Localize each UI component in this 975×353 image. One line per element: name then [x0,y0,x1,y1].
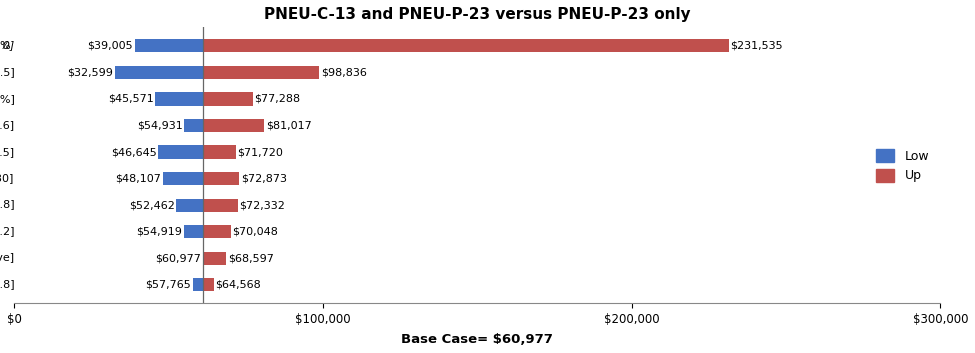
Bar [203,119,264,132]
Text: IPD incidence [x2 to x0.5]: IPD incidence [x2 to x0.5] [0,147,15,157]
Text: % ​Streptococcus pneumonia​ among NIpCAP [0.5; 0]: % ​Streptococcus pneumonia​ among NIpCAP… [0,41,15,51]
Text: PCV13 effectiveness against VT-NIpCAP [x1.2 to x0.8]: PCV13 effectiveness against VT-NIpCAP [x… [0,200,15,210]
Text: $32,599: $32,599 [67,67,113,77]
Bar [203,39,729,53]
Text: $70,048: $70,048 [232,227,278,237]
Text: $54,931: $54,931 [136,120,182,131]
Title: PNEU-C-13 and PNEU-P-23 versus PNEU-P-23 only: PNEU-C-13 and PNEU-P-23 versus PNEU-P-23… [264,7,690,22]
Text: $57,765: $57,765 [145,280,191,290]
Text: PPV23 effectiveness against VT-NIpCAP [not; effective]: PPV23 effectiveness against VT-NIpCAP [n… [0,253,15,263]
Text: PPV23 effectiveness against VT-IPD [x0.8 to x1.2]: PPV23 effectiveness against VT-IPD [x0.8… [0,227,15,237]
Text: $72,332: $72,332 [239,200,285,210]
Text: $48,107: $48,107 [115,174,161,184]
Text: $71,720: $71,720 [237,147,283,157]
Text: %: % [0,41,15,51]
Bar [203,145,236,159]
Bar [203,252,226,265]
Bar [135,39,203,53]
Bar [115,66,203,79]
Bar [203,225,230,238]
Text: $45,571: $45,571 [108,94,153,104]
Legend: Low, Up: Low, Up [871,144,934,187]
Text: $54,919: $54,919 [136,227,182,237]
Text: Case-fatality all outcomes [x1.2 to x0.8]: Case-fatality all outcomes [x1.2 to x0.8… [0,280,15,290]
Text: $81,017: $81,017 [266,120,312,131]
Bar [203,198,238,212]
Text: $77,288: $77,288 [254,94,300,104]
Text: $68,597: $68,597 [227,253,274,263]
Bar [184,119,203,132]
Text: Administration cost [$0 to $30]: Administration cost [$0 to $30] [0,172,15,186]
Bar [193,278,203,292]
Bar [155,92,203,106]
Text: $52,462: $52,462 [129,200,175,210]
Text: $39,005: $39,005 [88,41,134,51]
Bar [203,92,253,106]
Text: $72,873: $72,873 [241,174,287,184]
Bar [158,145,203,159]
Bar [203,66,320,79]
Text: $60,977: $60,977 [155,253,201,263]
Text: $64,568: $64,568 [215,280,261,290]
X-axis label: Base Case= $60,977: Base Case= $60,977 [402,333,553,346]
Bar [176,198,203,212]
Bar [163,172,203,185]
Bar [184,225,203,238]
Text: $98,836: $98,836 [321,67,367,77]
Text: Ratio of PCV13-types in NIpCAP/IPD [1.0 to 0.6]: Ratio of PCV13-types in NIpCAP/IPD [1.0 … [0,120,15,131]
Text: $231,535: $231,535 [730,41,783,51]
Text: CAP incidence [x2 to x0.5]: CAP incidence [x2 to x0.5] [0,67,15,77]
Text: Discount rate [0%; 6%]: Discount rate [0%; 6%] [0,94,15,104]
Bar [203,278,214,292]
Bar [203,172,239,185]
Text: $46,645: $46,645 [111,147,157,157]
